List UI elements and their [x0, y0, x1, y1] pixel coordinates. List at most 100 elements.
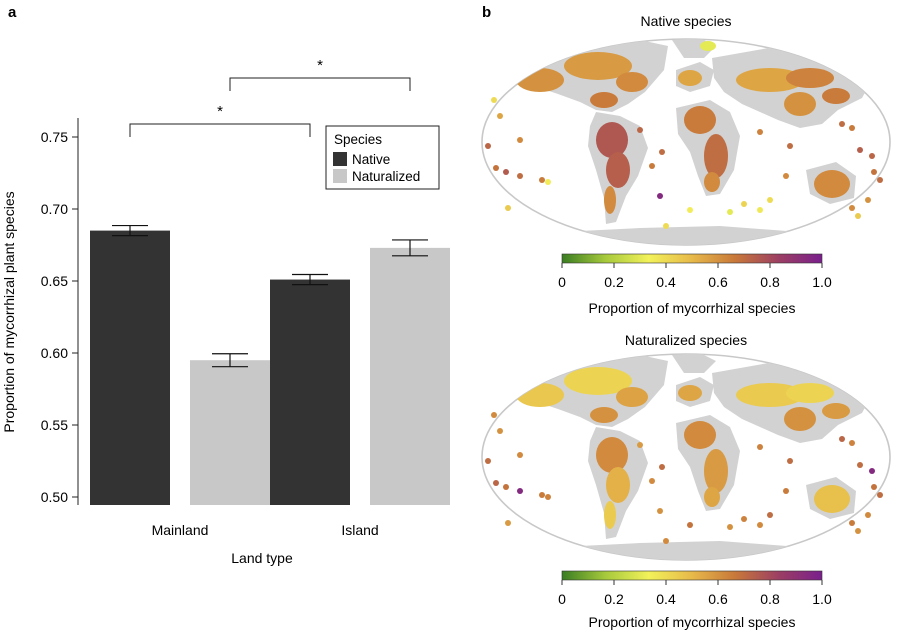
- map-site-dot: [767, 512, 773, 518]
- map-region: [704, 449, 728, 493]
- map-site-dot: [871, 169, 877, 175]
- colorbar-tick-label: 0.2: [604, 274, 624, 290]
- map-site-dot: [877, 492, 883, 498]
- map-site-dot: [839, 436, 845, 442]
- colorbar-tick-label: 1.0: [812, 274, 832, 290]
- map-site-dot: [545, 179, 551, 185]
- colorbar-native-ticks: 0 0.2 0.4 0.6 0.8 1.0: [558, 263, 832, 290]
- map-native: Native species: [481, 13, 891, 246]
- map-site-dot: [517, 137, 523, 143]
- map-region: [616, 387, 648, 407]
- significance-bracket: [229, 77, 411, 91]
- map-site-dot: [545, 494, 551, 500]
- map-site-dot: [637, 442, 643, 448]
- map-site-dot: [839, 121, 845, 127]
- map-region: [678, 70, 702, 86]
- x-tick-label: Mainland: [152, 522, 209, 538]
- map-region: [596, 122, 628, 158]
- map-region: [606, 467, 630, 503]
- map-region: [606, 152, 630, 188]
- map-site-dot: [855, 213, 861, 219]
- bars: [90, 224, 450, 505]
- map-title-naturalized: Naturalized species: [625, 332, 747, 348]
- colorbar-naturalized-ramp: [561, 570, 823, 581]
- map-site-dot: [539, 177, 545, 183]
- map-region: [684, 106, 716, 134]
- map-site-dot: [727, 524, 733, 530]
- x-axis-tick-labels: Mainland Island: [152, 522, 379, 538]
- map-site-dot: [687, 207, 693, 213]
- colorbar-tick-label: 0.4: [656, 274, 676, 290]
- map-site-dot: [849, 520, 855, 526]
- map-site-dot: [485, 458, 491, 464]
- x-axis-label: Land type: [231, 550, 293, 566]
- y-tick-label: 0.55: [41, 417, 68, 433]
- map-region: [786, 68, 834, 88]
- map-region: [516, 68, 564, 92]
- map-site-dot: [787, 143, 793, 149]
- map-region: [684, 421, 716, 449]
- map-site-dot: [663, 223, 669, 229]
- map-site-dot: [659, 464, 665, 470]
- legend-swatch-naturalized: [333, 169, 347, 183]
- map-region: [564, 367, 632, 395]
- map-site-dot: [497, 113, 503, 119]
- bar-naturalized-island: [370, 247, 450, 505]
- map-site-dot: [491, 412, 497, 418]
- map-region: [678, 385, 702, 401]
- map-title-native: Native species: [640, 13, 731, 29]
- map-site-dot: [857, 462, 863, 468]
- bar-native-island: [270, 279, 350, 505]
- y-tick-label: 0.70: [41, 201, 68, 217]
- map-site-dot: [855, 528, 861, 534]
- legend-title: Species: [334, 132, 382, 147]
- colorbar-tick-label: 0: [558, 274, 566, 290]
- colorbar-naturalized-label: Proportion of mycorrhizal species: [589, 614, 796, 630]
- map-site-dot: [849, 440, 855, 446]
- colorbar-tick-label: 0.8: [760, 591, 780, 607]
- map-site-dot: [485, 143, 491, 149]
- map-site-dot: [869, 153, 875, 159]
- colorbar-tick-label: 0.4: [656, 591, 676, 607]
- colorbar-tick-label: 0.6: [708, 274, 728, 290]
- map-site-dot: [741, 516, 747, 522]
- bar-native-mainland: [90, 230, 170, 505]
- colorbar-tick-label: 1.0: [812, 591, 832, 607]
- map-region: [784, 407, 816, 431]
- map-region: [616, 72, 648, 92]
- y-tick-label: 0.60: [41, 345, 68, 361]
- map-site-dot: [687, 522, 693, 528]
- map-region: [736, 383, 804, 407]
- map-region: [564, 52, 632, 80]
- colorbar-tick-label: 0.6: [708, 591, 728, 607]
- y-tick-label: 0.65: [41, 273, 68, 289]
- map-naturalized: Naturalized species: [481, 332, 891, 561]
- colorbar-tick-label: 0.2: [604, 591, 624, 607]
- map-site-dot: [663, 538, 669, 544]
- legend-swatch-native: [333, 152, 347, 166]
- colorbar-native-ramp: [561, 253, 823, 264]
- bar-chart: 0.500.550.600.650.700.75 ** Mainland Isla…: [1, 57, 450, 566]
- significance-bracket: [129, 123, 311, 137]
- map-region: [604, 186, 616, 214]
- map-site-dot: [757, 522, 763, 528]
- map-site-dot: [491, 97, 497, 103]
- map-site-dot: [783, 173, 789, 179]
- panel-label-a: a: [8, 4, 17, 21]
- panel-label-b: b: [482, 4, 491, 21]
- colorbar-native-label: Proportion of mycorrhizal species: [589, 300, 796, 316]
- map-region: [784, 92, 816, 116]
- map-site-dot: [503, 484, 509, 490]
- map-site-dot: [503, 169, 509, 175]
- map-region: [590, 407, 618, 423]
- map-site-dot: [857, 147, 863, 153]
- map-site-dot: [757, 444, 763, 450]
- map-site-dot: [659, 149, 665, 155]
- colorbar-native: 0 0.2 0.4 0.6 0.8 1.0 Proportion of mycorrhiz…: [558, 253, 832, 316]
- y-tick-label: 0.75: [41, 129, 68, 145]
- significance-star: *: [317, 57, 323, 74]
- map-site-dot: [757, 129, 763, 135]
- legend-label-naturalized: Naturalized: [352, 169, 420, 184]
- map-site-dot: [869, 468, 875, 474]
